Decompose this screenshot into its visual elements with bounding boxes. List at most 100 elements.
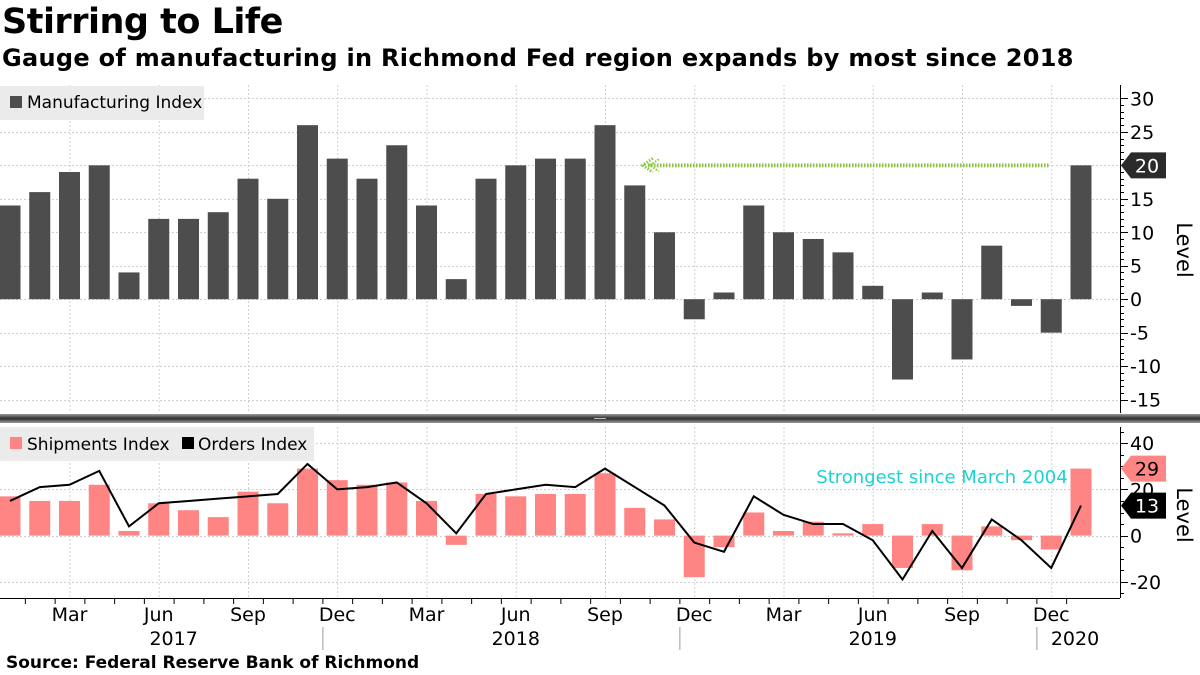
- shipments-bar: [683, 535, 705, 578]
- y-axis-title-bottom: Level: [1172, 487, 1196, 542]
- shipments-bar: [178, 510, 199, 536]
- shipments-bar: [237, 491, 259, 536]
- manufacturing-bar: [59, 172, 80, 300]
- last-value-orders-bg: [1121, 492, 1166, 519]
- shipments-bar: [326, 480, 348, 536]
- y-tick-label-top: -15: [1130, 390, 1161, 412]
- manufacturing-bar: [267, 198, 289, 300]
- shipments-bar: [802, 521, 824, 536]
- x-year-label: 2020: [1051, 628, 1099, 650]
- manufacturing-bar: [832, 252, 854, 300]
- manufacturing-bar: [1040, 299, 1062, 333]
- shipments-bar: [654, 519, 675, 536]
- shipments-bar: [713, 535, 735, 548]
- manufacturing-bar: [713, 292, 735, 300]
- manufacturing-bar: [921, 292, 943, 300]
- last-value-shipments-bg: [1121, 455, 1166, 482]
- manufacturing-bar: [356, 178, 378, 300]
- manufacturing-bar: [981, 245, 1003, 300]
- manufacturing-bar: [892, 299, 913, 380]
- x-year-label: 2019: [849, 628, 897, 650]
- manufacturing-bar: [237, 178, 259, 300]
- y-tick-label-top: -10: [1130, 356, 1161, 378]
- manufacturing-bar: [773, 232, 794, 300]
- axes: 302520151050-5-10-15Level40200-20Level20…: [0, 85, 1200, 650]
- y-tick-label-top: 15: [1130, 189, 1154, 211]
- manufacturing-panel: [0, 125, 1092, 380]
- legend-box-bottom: [0, 427, 314, 461]
- x-month-label: Dec: [676, 604, 713, 626]
- x-month-label: Sep: [587, 604, 623, 626]
- last-value-manufacturing-bg: [1121, 152, 1166, 179]
- shipments-orders-panel: Strongest since March 2004: [0, 462, 1092, 582]
- manufacturing-bar: [297, 125, 318, 300]
- manufacturing-bar: [1070, 165, 1092, 300]
- manufacturing-bar: [683, 299, 705, 320]
- manufacturing-bar: [475, 178, 497, 300]
- shipments-bar: [564, 494, 586, 536]
- shipments-bar: [0, 496, 21, 536]
- shipments-bar: [148, 503, 170, 536]
- shipments-bar: [773, 530, 794, 536]
- manufacturing-bar: [88, 165, 110, 300]
- manufacturing-bar: [594, 125, 616, 300]
- legend-swatch-orders: [182, 437, 194, 449]
- shipments-bar: [594, 473, 616, 536]
- shipments-bar: [267, 503, 289, 536]
- manufacturing-bar: [0, 205, 21, 300]
- shipments-bar: [1070, 468, 1092, 536]
- legends: Manufacturing Index Shipments Index Orders…: [0, 86, 314, 461]
- chart-subtitle: Gauge of manufacturing in Richmond Fed r…: [2, 44, 1074, 72]
- manufacturing-bar: [118, 272, 140, 300]
- shipments-bar: [505, 496, 527, 536]
- legend-label-shipments: Shipments Index: [27, 435, 170, 455]
- x-month-label: Jun: [857, 604, 888, 626]
- last-value-shipments: 29: [1135, 459, 1159, 481]
- last-value-manufacturing: 20: [1135, 155, 1159, 177]
- manufacturing-bar: [743, 205, 765, 300]
- shipments-bar: [356, 484, 378, 536]
- shipments-bar: [297, 468, 318, 536]
- shipments-bar: [59, 500, 80, 536]
- shipments-bar: [416, 500, 437, 536]
- manufacturing-bar: [654, 232, 675, 300]
- x-month-label: Dec: [319, 604, 356, 626]
- manufacturing-bar: [802, 238, 824, 300]
- manufacturing-bar: [862, 285, 884, 300]
- y-tick-label-bottom: -20: [1130, 572, 1161, 594]
- orders-line: [9, 462, 1082, 582]
- x-year-label: 2018: [492, 628, 540, 650]
- manufacturing-bar: [535, 158, 556, 300]
- shipments-bar: [118, 530, 140, 536]
- shipments-bar: [743, 512, 765, 536]
- manufacturing-bar: [1011, 299, 1032, 306]
- manufacturing-bar: [505, 165, 527, 300]
- manufacturing-bar: [445, 279, 467, 300]
- y-tick-label-bottom: 40: [1130, 433, 1154, 455]
- manufacturing-bar: [178, 218, 199, 300]
- x-month-label: Jun: [143, 604, 174, 626]
- legend-label-manufacturing: Manufacturing Index: [27, 93, 202, 113]
- shipments-bar: [207, 517, 229, 536]
- x-year-label: 2017: [149, 628, 197, 650]
- shipments-bar: [535, 494, 556, 536]
- shipments-bar: [951, 535, 973, 571]
- shipments-bar: [1011, 535, 1032, 541]
- shipments-bar: [445, 535, 467, 545]
- x-month-label: Sep: [230, 604, 266, 626]
- y-tick-label-top: 30: [1130, 88, 1154, 110]
- shipments-bar: [832, 533, 854, 536]
- legend-swatch-manufacturing: [10, 96, 22, 108]
- x-month-label: Mar: [766, 604, 802, 626]
- legend-swatch-shipments: [10, 437, 22, 449]
- shipments-bar: [862, 524, 884, 536]
- shipments-bar: [981, 526, 1003, 536]
- y-tick-label-top: -5: [1130, 323, 1149, 345]
- x-month-label: Mar: [409, 604, 445, 626]
- dotted-arrow-head: [640, 157, 654, 174]
- y-tick-label-top: 10: [1130, 222, 1154, 244]
- last-value-orders: 13: [1135, 496, 1159, 518]
- y-tick-label-bottom: 0: [1130, 526, 1142, 548]
- manufacturing-bar: [207, 212, 229, 300]
